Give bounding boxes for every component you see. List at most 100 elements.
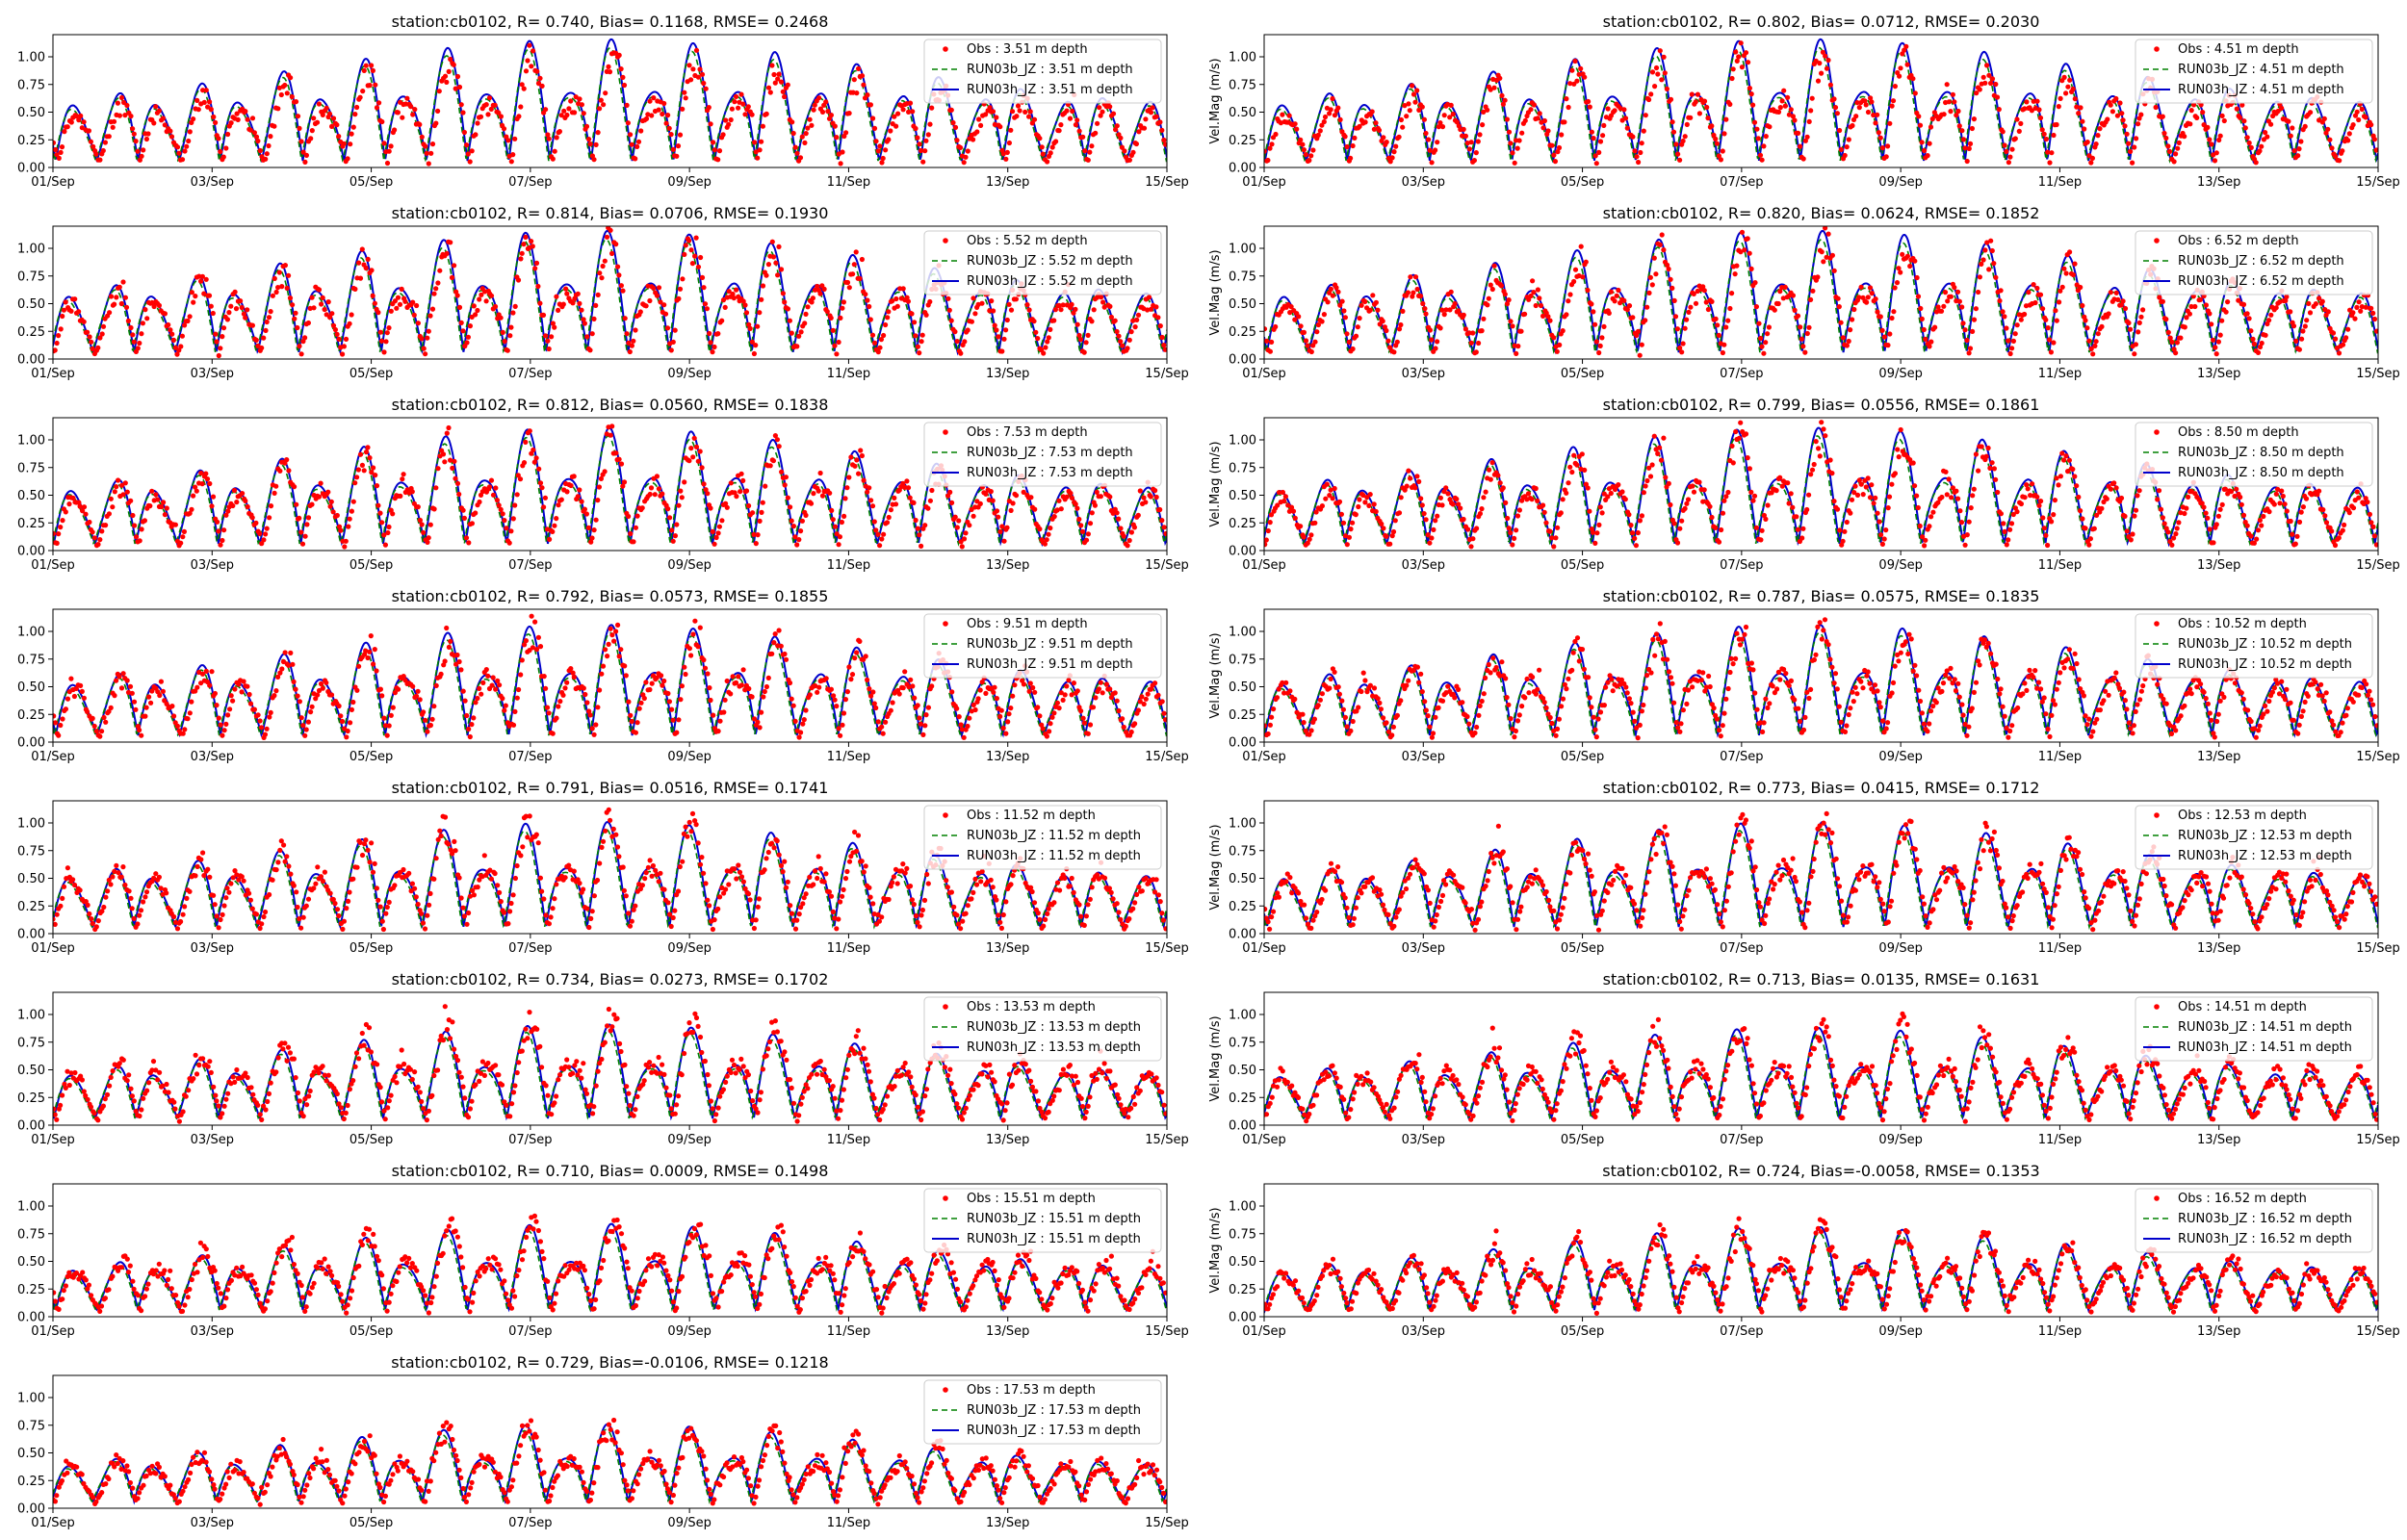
obs-point xyxy=(2088,346,2094,351)
obs-point xyxy=(751,716,758,722)
obs-point xyxy=(2211,540,2216,546)
obs-point xyxy=(1592,540,1598,547)
obs-point xyxy=(1515,344,1521,349)
obs-point xyxy=(1586,675,1592,680)
x-tick-label: 11/Sep xyxy=(2038,367,2082,381)
obs-point xyxy=(300,149,306,155)
y-tick-label: 0.00 xyxy=(17,353,45,368)
obs-point xyxy=(1264,723,1267,729)
obs-point xyxy=(1287,688,1293,694)
obs-point xyxy=(1425,532,1431,538)
obs-point xyxy=(215,519,220,525)
obs-point xyxy=(1152,680,1158,686)
obs-point xyxy=(1058,122,1064,128)
obs-point xyxy=(631,338,636,344)
obs-point xyxy=(1435,339,1440,345)
obs-point xyxy=(537,75,543,81)
obs-point xyxy=(1914,673,1920,679)
obs-point xyxy=(2135,121,2141,127)
obs-point xyxy=(726,121,732,127)
obs-point xyxy=(54,340,60,346)
obs-point xyxy=(2363,304,2368,310)
obs-point xyxy=(884,520,891,526)
obs-point xyxy=(471,303,477,309)
y-tick-label: 0.25 xyxy=(1229,134,1256,148)
obs-point xyxy=(803,311,809,317)
obs-point xyxy=(1779,483,1785,489)
obs-point xyxy=(1665,656,1670,662)
obs-point xyxy=(1948,294,1954,299)
obs-point xyxy=(123,304,130,310)
obs-point xyxy=(597,106,603,112)
obs-point xyxy=(302,732,308,738)
obs-point xyxy=(722,304,728,310)
obs-point xyxy=(1698,677,1704,683)
obs-point xyxy=(1003,731,1009,736)
obs-point xyxy=(371,465,376,471)
obs-point xyxy=(1477,703,1483,709)
obs-point xyxy=(602,258,608,264)
obs-point xyxy=(965,723,971,730)
obs-point xyxy=(1146,295,1152,300)
obs-point xyxy=(2076,494,2082,500)
obs-point xyxy=(1867,680,1873,686)
obs-point xyxy=(1278,120,1283,126)
obs-point xyxy=(1324,481,1330,487)
obs-point xyxy=(490,675,496,680)
obs-point xyxy=(788,504,793,510)
obs-point xyxy=(56,732,62,738)
obs-point xyxy=(888,707,893,713)
obs-point xyxy=(1863,484,1869,490)
obs-point xyxy=(1921,721,1927,727)
obs-point xyxy=(1605,106,1611,112)
obs-point xyxy=(623,673,629,679)
obs-point xyxy=(1758,537,1764,543)
obs-point xyxy=(2271,501,2277,507)
obs-point xyxy=(1601,122,1607,128)
obs-point xyxy=(1342,315,1348,321)
obs-point xyxy=(1060,302,1066,308)
x-tick-label: 07/Sep xyxy=(508,367,552,381)
obs-point xyxy=(1067,116,1074,121)
obs-point xyxy=(1350,520,1356,526)
obs-point xyxy=(987,105,993,111)
obs-point xyxy=(255,343,261,348)
plot-frame xyxy=(52,608,1168,743)
obs-point xyxy=(1475,139,1481,144)
obs-point xyxy=(695,458,701,464)
obs-point xyxy=(1690,483,1695,489)
obs-point xyxy=(1804,506,1810,513)
obs-point xyxy=(427,722,433,729)
obs-point xyxy=(1416,478,1422,484)
obs-point xyxy=(965,327,971,333)
obs-point xyxy=(2016,128,2022,134)
obs-point xyxy=(339,718,346,725)
obs-point xyxy=(1056,128,1062,134)
obs-point xyxy=(1970,328,1976,334)
obs-point xyxy=(1993,476,1999,482)
obs-point xyxy=(582,691,588,698)
obs-point xyxy=(2343,335,2349,341)
obs-point xyxy=(782,299,788,305)
obs-point xyxy=(1412,274,1419,280)
obs-point xyxy=(1121,533,1126,539)
obs-point xyxy=(1153,494,1159,500)
obs-point xyxy=(2024,99,2030,105)
obs-point xyxy=(245,307,250,313)
obs-point xyxy=(2223,309,2229,315)
obs-point xyxy=(2039,127,2045,133)
obs-point xyxy=(1477,132,1483,138)
obs-point xyxy=(1763,696,1769,702)
obs-point xyxy=(2194,115,2200,120)
obs-point xyxy=(336,703,342,709)
obs-point xyxy=(220,325,227,331)
obs-point xyxy=(1633,543,1639,549)
obs-point xyxy=(1466,721,1472,727)
obs-point xyxy=(591,732,597,737)
obs-point xyxy=(426,161,431,167)
obs-point xyxy=(701,80,707,87)
obs-point xyxy=(589,331,595,337)
obs-point xyxy=(1292,121,1298,127)
